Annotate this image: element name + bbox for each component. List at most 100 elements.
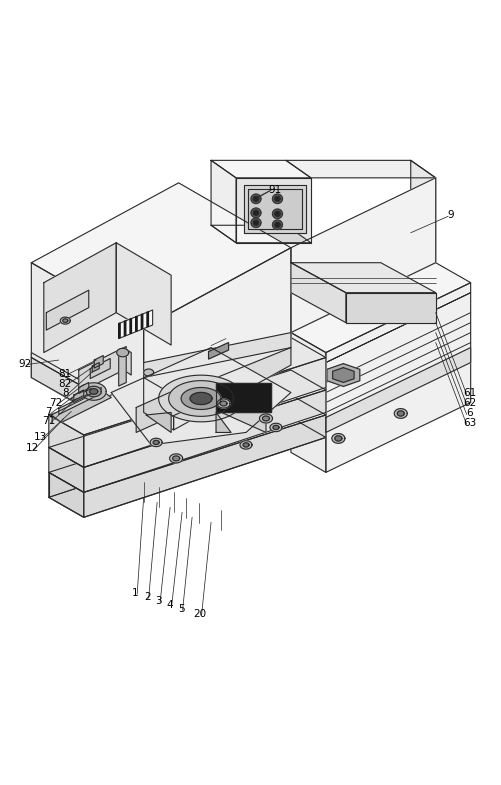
Polygon shape bbox=[243, 185, 305, 232]
Polygon shape bbox=[90, 389, 98, 394]
Text: 1: 1 bbox=[132, 588, 138, 598]
Polygon shape bbox=[158, 375, 243, 422]
Polygon shape bbox=[49, 447, 84, 492]
Polygon shape bbox=[215, 385, 266, 433]
Polygon shape bbox=[169, 454, 182, 463]
Polygon shape bbox=[326, 363, 359, 386]
Polygon shape bbox=[253, 210, 258, 215]
Polygon shape bbox=[31, 352, 143, 422]
Polygon shape bbox=[136, 385, 186, 433]
Polygon shape bbox=[325, 348, 470, 433]
Polygon shape bbox=[130, 319, 131, 334]
Polygon shape bbox=[135, 316, 137, 331]
Polygon shape bbox=[84, 415, 325, 517]
Polygon shape bbox=[173, 348, 291, 430]
Text: 91: 91 bbox=[268, 185, 281, 195]
Polygon shape bbox=[79, 348, 131, 392]
Polygon shape bbox=[393, 409, 406, 418]
Polygon shape bbox=[44, 243, 116, 352]
Polygon shape bbox=[49, 473, 84, 517]
Polygon shape bbox=[143, 378, 173, 430]
Polygon shape bbox=[86, 386, 101, 396]
Text: 6: 6 bbox=[465, 408, 472, 418]
Polygon shape bbox=[84, 357, 325, 467]
Polygon shape bbox=[168, 381, 233, 416]
Polygon shape bbox=[291, 333, 325, 473]
Polygon shape bbox=[331, 433, 344, 444]
Polygon shape bbox=[250, 208, 261, 217]
Polygon shape bbox=[153, 440, 159, 444]
Text: 92: 92 bbox=[19, 359, 32, 368]
Polygon shape bbox=[94, 356, 103, 368]
Polygon shape bbox=[216, 399, 229, 408]
Polygon shape bbox=[74, 390, 84, 400]
Polygon shape bbox=[141, 314, 142, 329]
Polygon shape bbox=[116, 349, 128, 356]
Text: 72: 72 bbox=[49, 399, 62, 408]
Polygon shape bbox=[71, 389, 94, 403]
Polygon shape bbox=[272, 209, 282, 218]
Polygon shape bbox=[118, 346, 126, 386]
Polygon shape bbox=[49, 418, 325, 517]
Polygon shape bbox=[291, 263, 470, 352]
Polygon shape bbox=[89, 390, 143, 443]
Polygon shape bbox=[63, 319, 68, 323]
Polygon shape bbox=[291, 263, 435, 293]
Text: 8: 8 bbox=[62, 389, 69, 399]
Polygon shape bbox=[60, 317, 70, 324]
Polygon shape bbox=[49, 370, 325, 467]
Polygon shape bbox=[396, 411, 403, 416]
Polygon shape bbox=[143, 333, 291, 378]
Polygon shape bbox=[181, 388, 220, 410]
Polygon shape bbox=[143, 248, 291, 443]
Polygon shape bbox=[259, 414, 272, 423]
Polygon shape bbox=[275, 211, 280, 216]
Polygon shape bbox=[270, 423, 282, 432]
Text: 13: 13 bbox=[34, 433, 47, 443]
Polygon shape bbox=[51, 390, 111, 422]
Polygon shape bbox=[253, 196, 258, 201]
Polygon shape bbox=[59, 388, 101, 414]
Polygon shape bbox=[325, 283, 470, 473]
Text: 4: 4 bbox=[166, 601, 173, 610]
Polygon shape bbox=[49, 395, 325, 492]
Polygon shape bbox=[190, 392, 211, 404]
Polygon shape bbox=[118, 323, 120, 338]
Text: 62: 62 bbox=[462, 399, 475, 408]
Text: 81: 81 bbox=[59, 368, 72, 378]
Text: 71: 71 bbox=[42, 417, 55, 426]
Polygon shape bbox=[273, 425, 279, 429]
Text: 12: 12 bbox=[26, 444, 39, 454]
Polygon shape bbox=[275, 196, 280, 201]
Polygon shape bbox=[172, 456, 179, 461]
Polygon shape bbox=[49, 338, 325, 435]
Text: 7: 7 bbox=[46, 407, 52, 418]
Polygon shape bbox=[84, 390, 325, 492]
Polygon shape bbox=[239, 440, 252, 449]
Polygon shape bbox=[410, 160, 435, 263]
Polygon shape bbox=[219, 401, 226, 406]
Polygon shape bbox=[49, 415, 84, 467]
Polygon shape bbox=[345, 293, 435, 323]
Polygon shape bbox=[291, 263, 345, 323]
Polygon shape bbox=[90, 359, 110, 378]
Polygon shape bbox=[79, 382, 89, 393]
Polygon shape bbox=[215, 382, 271, 412]
Polygon shape bbox=[253, 221, 258, 225]
Polygon shape bbox=[272, 220, 282, 229]
Polygon shape bbox=[146, 412, 171, 433]
Polygon shape bbox=[286, 160, 435, 178]
Polygon shape bbox=[92, 363, 99, 372]
Polygon shape bbox=[143, 369, 153, 376]
Polygon shape bbox=[262, 416, 269, 421]
Polygon shape bbox=[235, 178, 310, 243]
Polygon shape bbox=[291, 178, 435, 333]
Polygon shape bbox=[250, 218, 261, 228]
Polygon shape bbox=[332, 367, 353, 382]
Polygon shape bbox=[124, 321, 126, 336]
Text: 63: 63 bbox=[462, 418, 475, 429]
Polygon shape bbox=[31, 183, 291, 327]
Polygon shape bbox=[272, 194, 282, 203]
Polygon shape bbox=[334, 436, 341, 441]
Polygon shape bbox=[147, 312, 148, 327]
